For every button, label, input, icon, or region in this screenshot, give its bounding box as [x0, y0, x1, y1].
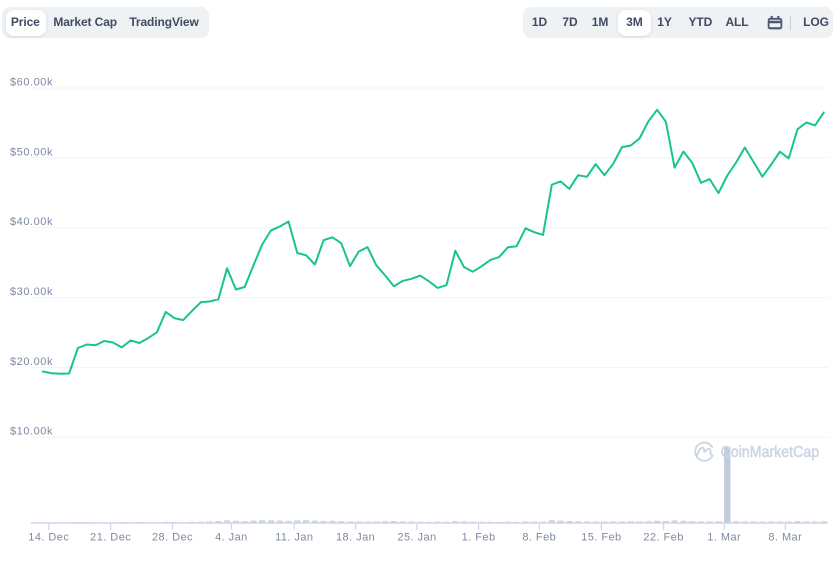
svg-text:18. Jan: 18. Jan	[336, 532, 375, 544]
svg-text:$10.00k: $10.00k	[10, 426, 53, 438]
svg-text:8. Mar: 8. Mar	[768, 532, 802, 544]
svg-text:8. Feb: 8. Feb	[522, 532, 556, 544]
svg-text:$50.00k: $50.00k	[10, 146, 53, 158]
svg-text:$60.00k: $60.00k	[10, 77, 53, 89]
svg-text:15. Feb: 15. Feb	[581, 532, 621, 544]
svg-text:4. Jan: 4. Jan	[215, 532, 248, 544]
svg-text:$20.00k: $20.00k	[10, 356, 53, 368]
svg-text:1. Mar: 1. Mar	[707, 532, 741, 544]
svg-text:CoinMarketCap: CoinMarketCap	[721, 444, 820, 461]
svg-text:28. Dec: 28. Dec	[152, 532, 193, 544]
svg-text:22. Feb: 22. Feb	[643, 532, 683, 544]
svg-text:1. Feb: 1. Feb	[462, 532, 496, 544]
svg-text:21. Dec: 21. Dec	[90, 532, 131, 544]
svg-text:11. Jan: 11. Jan	[275, 532, 313, 544]
svg-text:14. Dec: 14. Dec	[28, 532, 69, 544]
svg-text:25. Jan: 25. Jan	[397, 532, 436, 544]
svg-text:$40.00k: $40.00k	[10, 216, 53, 228]
svg-text:$30.00k: $30.00k	[10, 286, 53, 298]
